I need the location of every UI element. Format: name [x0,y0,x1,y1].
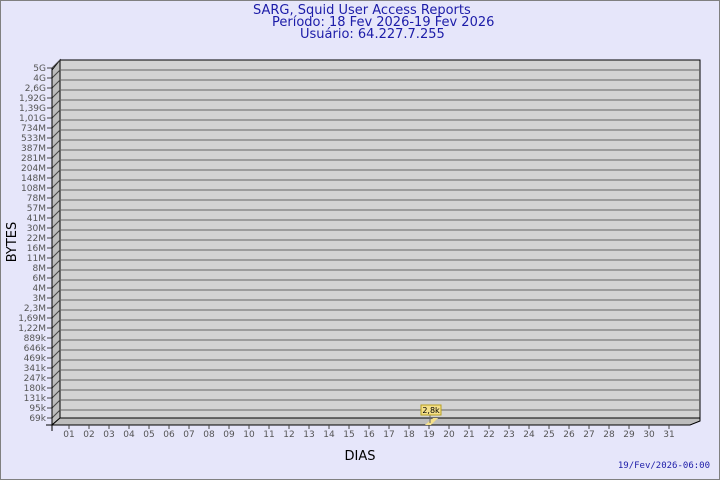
y-tick-label: 69k [29,414,46,424]
x-tick-label: 18 [403,430,415,440]
x-tick-label: 11 [263,430,274,440]
y-tick-label: 108M [21,184,46,194]
x-tick-label: 30 [643,430,655,440]
y-tick-label: 5G [33,64,46,74]
plot-left-wall [51,58,61,427]
y-tick-label: 57M [27,204,46,214]
x-tick-label: 21 [463,430,474,440]
x-tick-label: 01 [63,430,74,440]
x-tick-label: 12 [283,430,294,440]
y-tick-label: 469k [24,354,47,364]
x-tick-label: 28 [603,430,615,440]
y-tick-label: 4G [33,74,46,84]
y-tick-label: 6M [33,274,47,284]
x-tick-label: 22 [483,430,494,440]
data-label-box [420,404,442,416]
y-tick-label: 16M [27,244,46,254]
y-tick-label: 1,01G [19,114,46,124]
x-tick-label: 31 [663,430,674,440]
x-tick-label: 13 [303,430,314,440]
y-tick-label: 30M [27,224,46,234]
y-tick-label: 204M [21,164,46,174]
y-tick-label: 387M [21,144,46,154]
x-tick-label: 14 [323,430,335,440]
chart-user: Usuário: 64.227.7.255 [300,27,445,42]
y-tick-label: 1,92G [19,94,46,104]
x-axis-label: DIAS [345,449,376,464]
y-tick-label: 4M [33,284,47,294]
y-tick-label: 22M [27,234,46,244]
y-tick-label: 1,39G [19,104,46,114]
y-tick-label: 281M [21,154,46,164]
y-tick-label: 734M [21,124,46,134]
chart-title: SARG, Squid User Access Reports [253,3,471,18]
x-tick-label: 23 [503,430,514,440]
x-tick-label: 29 [623,430,635,440]
x-tick-label: 06 [163,430,175,440]
y-tick-label: 3M [33,294,47,304]
footer-timestamp: 19/Fev/2026-06:00 [617,461,710,471]
chart-period: Período: 18 Fev 2026-19 Fev 2026 [272,15,495,30]
y-tick-label: 341k [24,364,47,374]
y-tick-label: 180k [24,384,47,394]
y-tick-label: 41M [27,214,46,224]
y-tick-label: 2,6G [25,84,46,94]
plot-back-panel [59,59,701,419]
y-tick-label: 889k [24,334,47,344]
y-tick-label: 2,3M [24,304,46,314]
y-tick-label: 78M [27,194,46,204]
x-tick-label: 02 [83,430,94,440]
x-tick-label: 19 [423,430,435,440]
x-tick-label: 07 [183,430,194,440]
y-tick-label: 247k [24,374,47,384]
y-tick-label: 8M [33,264,47,274]
y-tick-label: 148M [21,174,46,184]
y-tick-label: 1,69M [18,314,46,324]
x-tick-label: 10 [243,430,255,440]
x-tick-label: 27 [583,430,594,440]
x-tick-label: 03 [103,430,114,440]
x-tick-label: 25 [543,430,554,440]
y-tick-label: 533M [21,134,46,144]
data-label: 2,8k [422,406,440,415]
x-tick-label: 04 [123,430,135,440]
x-tick-label: 20 [443,430,455,440]
x-tick-label: 15 [343,430,354,440]
x-tick-label: 08 [203,430,215,440]
y-tick-label: 95k [29,404,46,414]
y-tick-label: 646k [24,344,47,354]
data-bar [425,418,438,425]
y-tick-label: 1,22M [18,324,46,334]
x-tick-label: 17 [383,430,394,440]
y-axis-label: BYTES [5,222,20,263]
y-tick-label: 11M [27,254,46,264]
x-tick-label: 09 [223,430,235,440]
x-tick-label: 26 [563,430,575,440]
plot-floor [50,417,701,426]
y-tick-label: 131k [24,394,47,404]
x-tick-label: 05 [143,430,154,440]
x-tick-label: 24 [523,430,535,440]
x-tick-label: 16 [363,430,375,440]
